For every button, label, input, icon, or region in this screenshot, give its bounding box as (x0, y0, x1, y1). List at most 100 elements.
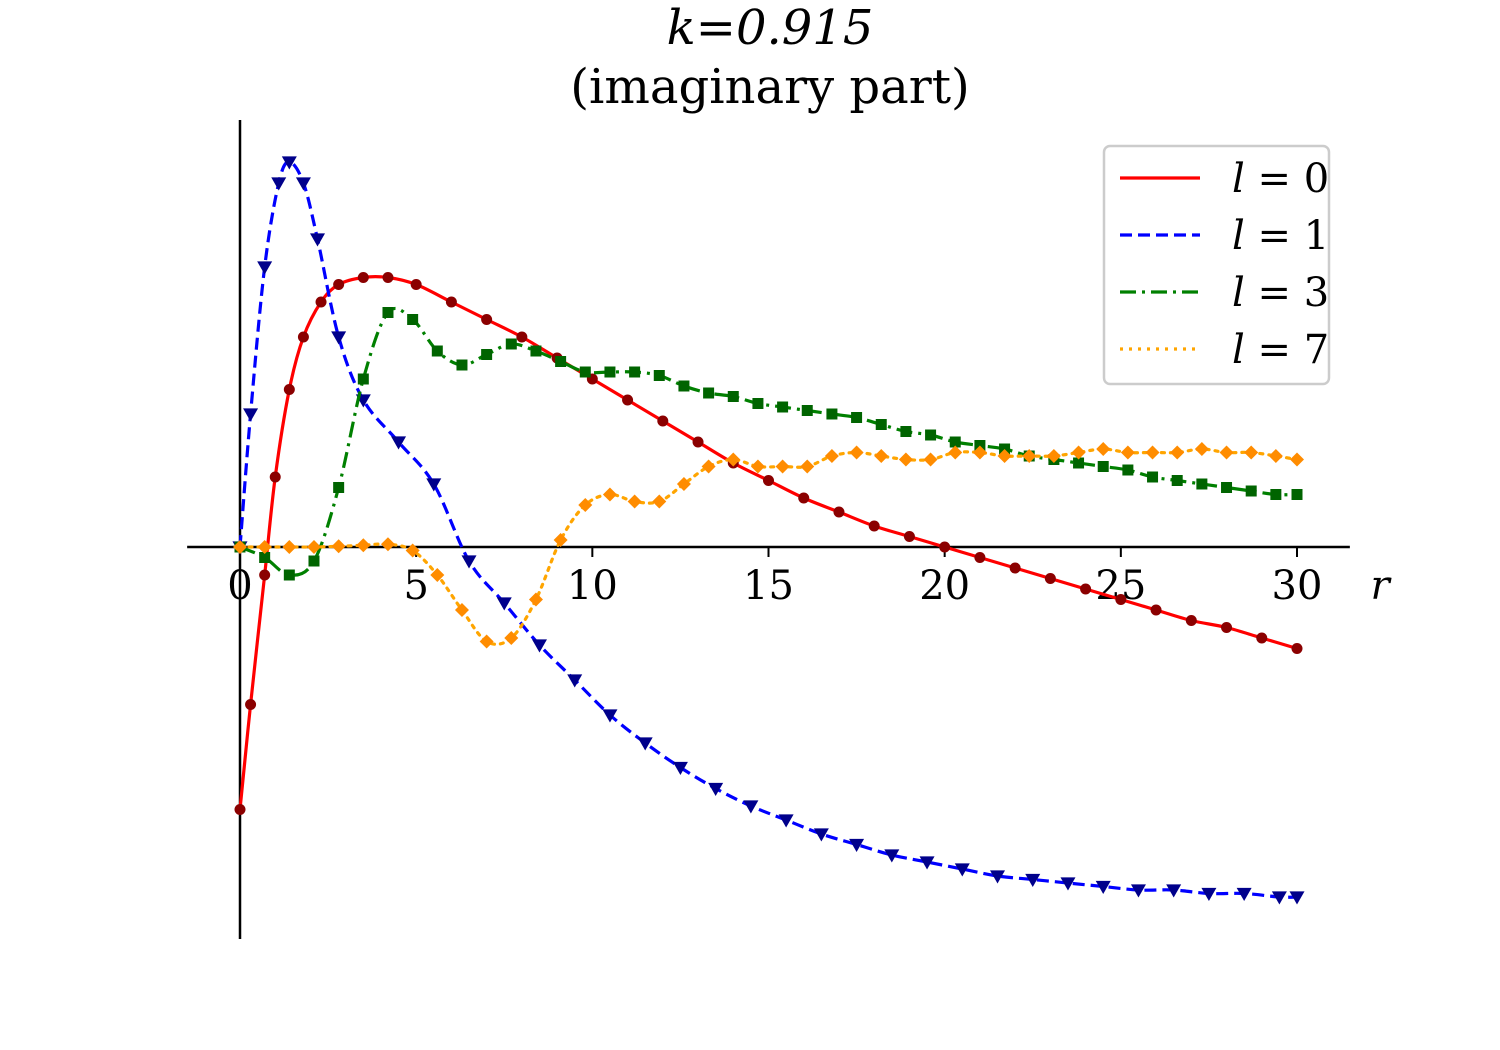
data-point (974, 552, 986, 563)
data-point (1095, 880, 1111, 894)
data-point (752, 398, 764, 409)
data-point (431, 345, 443, 357)
data-point (750, 459, 765, 474)
data-point (763, 475, 774, 486)
data-point (972, 445, 987, 460)
data-point (900, 426, 912, 437)
series-l-7 (233, 442, 1304, 649)
data-point (461, 555, 477, 569)
data-point (245, 699, 257, 710)
data-point (315, 296, 327, 308)
data-point (1147, 471, 1159, 483)
data-point (833, 506, 845, 518)
data-point (954, 863, 970, 877)
data-point (257, 261, 273, 275)
data-point (357, 272, 369, 283)
data-point (653, 370, 665, 381)
data-point (1185, 615, 1197, 626)
x-tick-label: 10 (567, 563, 618, 609)
data-point (283, 384, 295, 395)
data-point (1244, 445, 1259, 460)
data-point (1256, 632, 1268, 644)
data-point (800, 459, 815, 474)
data-point (1271, 891, 1287, 905)
data-point (257, 540, 272, 554)
x-tick-label: 15 (743, 563, 794, 609)
data-point (380, 537, 395, 552)
data-point (430, 568, 445, 582)
data-point (875, 419, 887, 430)
legend: l = 0 l = 1 l = 3 l = 7 (1102, 144, 1331, 386)
data-point (925, 429, 937, 441)
data-point (308, 555, 320, 567)
data-point (555, 356, 567, 367)
data-point (949, 436, 961, 448)
data-point (531, 639, 547, 653)
data-point (743, 800, 759, 814)
data-point (391, 436, 407, 450)
data-point (990, 870, 1006, 884)
data-point (456, 359, 468, 371)
axes: 0 5 10 15 20 25 30 r (187, 120, 1392, 939)
data-point (1221, 482, 1233, 493)
data-point (259, 569, 271, 581)
x-tick-label: 20 (919, 563, 970, 609)
data-point (1219, 445, 1234, 460)
data-point (1221, 622, 1233, 633)
data-point (382, 272, 394, 283)
data-point (269, 471, 281, 483)
data-point (1196, 478, 1208, 490)
data-point (1166, 884, 1182, 898)
data-point (627, 494, 642, 509)
data-point (1096, 442, 1111, 456)
data-point (604, 366, 616, 378)
data-point (1291, 489, 1303, 500)
data-point (357, 373, 369, 385)
data-point (283, 569, 295, 581)
data-point (306, 540, 321, 554)
data-point (1290, 452, 1304, 467)
data-point (405, 543, 420, 558)
data-point (1268, 449, 1283, 463)
data-point (874, 449, 889, 463)
data-point (243, 408, 259, 422)
data-point (1130, 884, 1146, 898)
data-point (1236, 887, 1252, 901)
data-point (1009, 562, 1021, 574)
data-point (672, 761, 688, 775)
data-point (295, 177, 311, 191)
data-point (652, 494, 667, 509)
data-point (939, 541, 951, 553)
data-point (637, 737, 653, 751)
data-point (849, 838, 865, 852)
x-axis-label: r (1370, 563, 1392, 609)
data-point (234, 804, 246, 815)
data-point (454, 603, 469, 617)
data-point (331, 331, 347, 345)
data-point (602, 487, 617, 502)
data-point (1201, 887, 1217, 901)
data-point (826, 408, 838, 420)
data-point (703, 387, 715, 399)
data-point (1060, 877, 1076, 891)
data-point (1115, 594, 1127, 605)
data-point (1194, 442, 1209, 456)
data-point (1044, 573, 1056, 584)
data-point (282, 540, 297, 554)
data-point (1291, 643, 1303, 654)
x-tick-label: 5 (403, 563, 428, 609)
data-point (849, 445, 864, 460)
data-point (333, 279, 345, 290)
data-point (281, 156, 297, 170)
data-point (1025, 873, 1041, 887)
data-point (331, 539, 346, 554)
data-point (479, 634, 494, 649)
data-point (676, 477, 691, 491)
data-point (948, 445, 963, 460)
x-tick-label: 30 (1272, 563, 1323, 609)
data-point (701, 459, 716, 474)
legend-label: l = 0 (1232, 156, 1329, 202)
data-point (481, 314, 493, 325)
